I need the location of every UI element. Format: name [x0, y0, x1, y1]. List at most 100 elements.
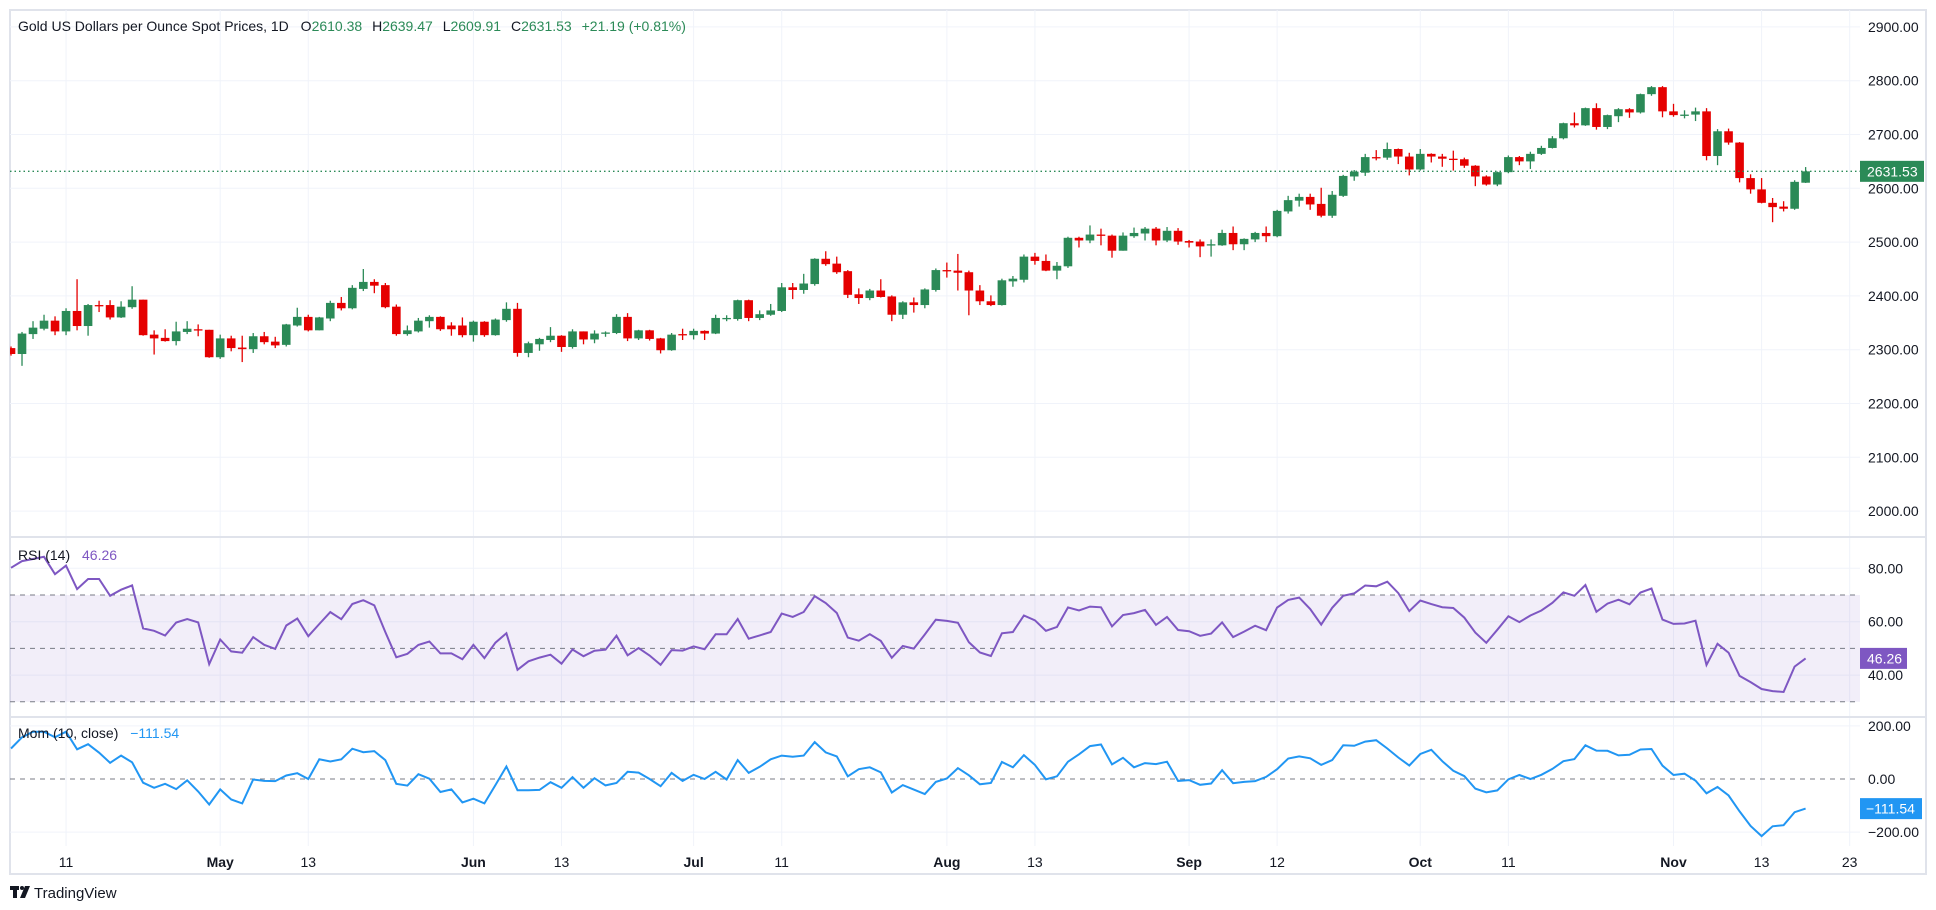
candle-body: [997, 280, 1007, 306]
candle-body: [1173, 230, 1183, 242]
candle-body: [1008, 278, 1018, 282]
candle: [425, 315, 434, 328]
candle-body: [1625, 109, 1634, 113]
candle-body: [502, 308, 511, 321]
candle: [1669, 103, 1678, 117]
candle-body: [1261, 232, 1271, 237]
candle: [1735, 142, 1744, 183]
price-axis-label: 2500.00: [1868, 234, 1919, 250]
candle: [887, 295, 897, 322]
candle-body: [94, 305, 104, 307]
candle-body: [1724, 131, 1733, 143]
candle-body: [601, 332, 610, 334]
time-axis-label: Nov: [1660, 854, 1687, 870]
rsi-legend[interactable]: RSI (14) 46.26: [18, 547, 117, 563]
candle-body: [1702, 111, 1711, 157]
candle: [182, 321, 192, 335]
candle: [337, 296, 346, 311]
candle-body: [1801, 171, 1810, 183]
candle-body: [1107, 235, 1117, 251]
candle-body: [270, 341, 280, 346]
tradingview-logo[interactable]: TradingView: [10, 885, 117, 902]
candle-body: [535, 338, 544, 345]
candle: [865, 288, 875, 301]
close-label: C: [511, 18, 521, 34]
candle: [1482, 175, 1491, 186]
time-axis-label: 11: [774, 854, 789, 870]
candle: [348, 285, 357, 310]
candle: [94, 300, 104, 313]
time-axis-label: Jul: [684, 854, 704, 870]
candle-body: [10, 348, 16, 355]
time-axis-label: 12: [1269, 854, 1285, 870]
candle: [1063, 236, 1073, 268]
candle: [1460, 157, 1469, 168]
candle-body: [1581, 108, 1590, 126]
momentum-axis-label: −200.00: [1868, 824, 1919, 840]
candle-body: [403, 330, 412, 335]
candle: [832, 256, 842, 274]
symbol-legend[interactable]: Gold US Dollars per Ounce Spot Prices, 1…: [18, 18, 686, 34]
candle: [931, 268, 941, 292]
candle-body: [1118, 235, 1128, 251]
candle: [799, 273, 809, 294]
time-axis-label: Sep: [1176, 854, 1202, 870]
price-axis-label: 2600.00: [1868, 180, 1919, 196]
candle-body: [1151, 228, 1161, 241]
rsi-axis[interactable]: 80.00 60.00 40.00: [1868, 560, 1903, 683]
candle: [1327, 190, 1337, 218]
candle-body: [689, 330, 698, 336]
candle-body: [314, 317, 324, 331]
candle: [370, 279, 379, 294]
candle: [942, 262, 952, 278]
candle-body: [1195, 241, 1205, 247]
candle: [1614, 108, 1623, 123]
candle-body: [986, 301, 996, 306]
candle: [1504, 155, 1513, 174]
candle: [854, 288, 864, 304]
low-value: 2609.91: [450, 18, 501, 34]
time-axis[interactable]: 11 May 13 Jun 13 Jul 11 Aug 13 Sep 12 Oct 11 Nov 13 23: [59, 854, 1858, 870]
candle: [744, 299, 753, 322]
candle-body: [1316, 203, 1326, 216]
candle-body: [436, 316, 445, 330]
candle: [1757, 178, 1766, 204]
candle-body: [1228, 232, 1238, 245]
candle: [50, 316, 60, 336]
candle-body: [1636, 94, 1645, 113]
candle-body: [1305, 196, 1315, 205]
candle-body: [1614, 109, 1623, 117]
candle-body: [392, 306, 401, 335]
candle-body: [1074, 237, 1084, 241]
current-price-tag: 2631.53: [1860, 160, 1924, 182]
price-axis-label: 2200.00: [1868, 396, 1919, 412]
candle: [502, 302, 511, 322]
candle: [480, 321, 489, 337]
candle-body: [733, 300, 742, 320]
candle: [1680, 110, 1689, 119]
candle-body: [1129, 232, 1139, 237]
momentum-legend[interactable]: Mom (10, close) −111.54: [18, 725, 179, 741]
candle-body: [1393, 149, 1403, 157]
momentum-legend-label: Mom (10, close): [18, 725, 118, 741]
candle-body: [766, 310, 775, 315]
candle-body: [1349, 171, 1359, 177]
candle: [722, 315, 731, 322]
candle: [1790, 180, 1799, 210]
price-axis[interactable]: 2900.00 2800.00 2700.00 2600.00 2500.00 2400.…: [1868, 19, 1919, 519]
candle: [1250, 231, 1260, 243]
time-axis-label: Aug: [933, 854, 960, 870]
candle-body: [160, 337, 170, 342]
candle: [656, 337, 665, 354]
candle-body: [1382, 149, 1392, 158]
momentum-axis[interactable]: 200.00 0.00 −200.00: [1868, 718, 1919, 840]
candle: [667, 333, 676, 351]
candle: [1316, 187, 1326, 218]
candle: [986, 295, 996, 307]
candle-body: [788, 287, 798, 290]
candle: [1360, 153, 1370, 176]
candle-body: [182, 328, 192, 332]
time-axis-label: 13: [300, 854, 316, 870]
candle: [392, 304, 401, 336]
